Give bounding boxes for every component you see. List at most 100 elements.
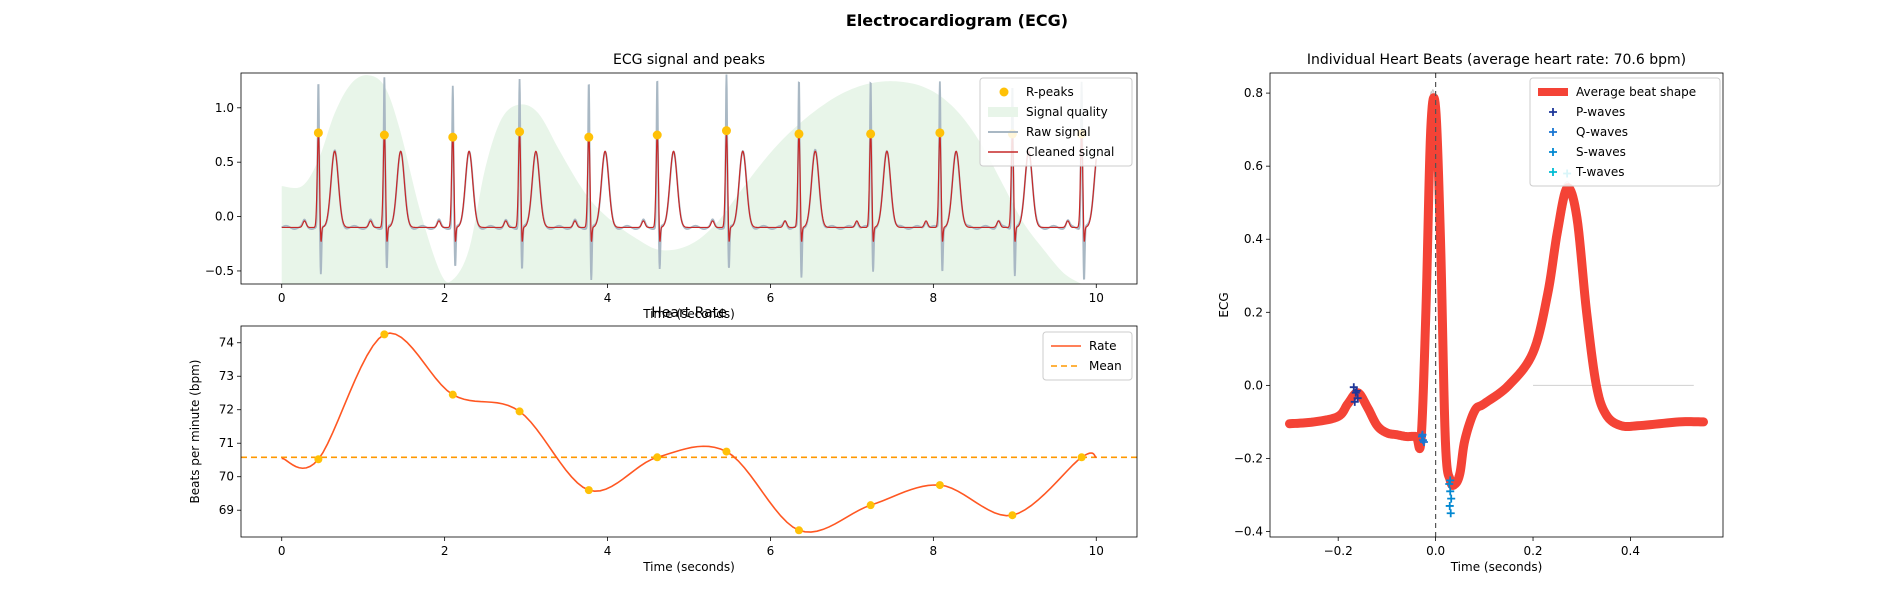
rate-point	[448, 390, 457, 399]
legend-p-waves-swatch	[1549, 108, 1557, 116]
panel-heart-beats: −0.2 0.0 0.2 0.4 −0.4 −0.2 0.0 0.2 0.4 0.6 0.8 Indi…	[1217, 52, 1724, 574]
r-peak-marker	[866, 129, 876, 139]
ecg-ytick-label: −0.5	[205, 264, 234, 278]
beats-xtick-label: 0.0	[1426, 544, 1445, 558]
beats-legend-label: P-waves	[1576, 105, 1625, 119]
rate-point	[1077, 453, 1086, 462]
beats-xtick-label: 0.4	[1621, 544, 1640, 558]
rate-point	[515, 407, 524, 416]
ecg-legend-label: R-peaks	[1026, 85, 1074, 99]
r-peak-marker	[652, 130, 662, 140]
legend-r-peaks-swatch	[999, 87, 1009, 97]
ecg-legend-label: Cleaned signal	[1026, 145, 1114, 159]
rate-point	[584, 486, 593, 495]
ecg-xtick-label: 2	[441, 291, 449, 305]
rate-point	[935, 481, 944, 490]
beats-xlabel: Time (seconds)	[1450, 560, 1543, 574]
rate-ytick-label: 69	[219, 503, 234, 517]
rate-ytick-label: 72	[219, 403, 234, 417]
beats-legend-label: Average beat shape	[1576, 85, 1696, 99]
beats-legend-label: S-waves	[1576, 145, 1626, 159]
rate-ytick-label: 70	[219, 470, 234, 484]
rate-point	[1008, 511, 1017, 520]
rate-point	[866, 501, 875, 510]
r-peak-marker	[515, 127, 525, 137]
s-wave-marker	[1446, 487, 1455, 496]
legend-t-waves-swatch	[1549, 168, 1557, 176]
ecg-ytick-label: 0.0	[215, 210, 234, 224]
rate-xtick-label: 10	[1089, 544, 1104, 558]
s-wave-marker	[1447, 494, 1456, 503]
r-peak-marker	[794, 129, 804, 139]
legend-s-waves-swatch	[1549, 148, 1557, 156]
rate-frame	[240, 325, 1138, 538]
figure-title: Electrocardiogram (ECG)	[846, 11, 1068, 30]
ecg-ytick-label: 1.0	[215, 101, 234, 115]
beats-ytick-label: 0.0	[1244, 378, 1263, 392]
beats-legend-label: T-waves	[1575, 165, 1624, 179]
ecg-legend-label: Signal quality	[1026, 105, 1108, 119]
rate-legend	[1042, 331, 1133, 381]
rate-ytick-label: 71	[219, 436, 234, 450]
beats-legend	[1529, 77, 1721, 187]
rate-ylabel: Beats per minute (bpm)	[188, 360, 202, 504]
beats-frame	[1269, 72, 1724, 538]
beats-ytick-label: 0.4	[1244, 232, 1263, 246]
s-wave-marker	[1445, 501, 1454, 510]
rate-point	[380, 330, 389, 339]
cleaned-signal-line	[281, 133, 1097, 242]
r-peak-marker	[935, 128, 945, 138]
ecg-xtick-label: 10	[1089, 291, 1104, 305]
rate-xtick-label: 2	[441, 544, 449, 558]
ecg-xtick-label: 6	[767, 291, 775, 305]
beats-ylabel: ECG	[1217, 292, 1231, 317]
panel-ecg: 0 2 4 6 8 10 −0.5 0.0 0.5 1.0 ECG signal and peaks…	[205, 52, 1138, 321]
beats-ytick-label: 0.2	[1244, 305, 1263, 319]
rate-line	[281, 332, 1097, 533]
ecg-xtick-label: 8	[930, 291, 938, 305]
beats-ytick-label: −0.2	[1234, 451, 1263, 465]
rate-xtick-label: 4	[604, 544, 612, 558]
s-wave-marker	[1445, 480, 1454, 489]
legend-q-waves-swatch	[1549, 128, 1557, 136]
r-peak-marker	[313, 128, 323, 138]
rate-point	[653, 453, 662, 462]
ecg-legend-label: Raw signal	[1026, 125, 1091, 139]
rate-ytick-label: 74	[219, 336, 234, 350]
legend-signal-quality-swatch	[988, 107, 1018, 117]
rate-legend-label: Rate	[1089, 339, 1117, 353]
beats-title: Individual Heart Beats (average heart ra…	[1307, 52, 1686, 68]
rate-ytick-label: 73	[219, 369, 234, 383]
ecg-xtick-label: 4	[604, 291, 612, 305]
ecg-xtick-label: 0	[278, 291, 286, 305]
r-peak-marker	[721, 126, 731, 136]
signal-quality-area	[281, 75, 1082, 285]
q-wave-marker	[1418, 430, 1427, 439]
rate-point	[722, 447, 731, 456]
beats-xtick-label: 0.2	[1523, 544, 1542, 558]
p-wave-marker	[1350, 397, 1359, 406]
average-beat-line	[1284, 93, 1709, 490]
ecg-frame	[240, 72, 1138, 285]
rate-legend-label: Mean	[1089, 359, 1122, 373]
beats-legend-label: Q-waves	[1576, 125, 1628, 139]
beats-ytick-label: −0.4	[1234, 525, 1263, 539]
rate-xtick-label: 6	[767, 544, 775, 558]
rate-xtick-label: 8	[930, 544, 938, 558]
rate-title: Heart Rate	[651, 305, 727, 321]
q-wave-marker	[1419, 438, 1428, 447]
beats-xtick-label: −0.2	[1324, 544, 1353, 558]
ecg-title: ECG signal and peaks	[613, 52, 765, 68]
rate-xtick-label: 0	[278, 544, 286, 558]
r-peak-marker	[448, 132, 458, 142]
rate-point	[794, 526, 803, 535]
p-wave-marker	[1352, 386, 1361, 395]
s-wave-marker	[1446, 509, 1455, 518]
ecg-legend	[979, 77, 1133, 167]
rate-point	[314, 455, 323, 464]
ecg-ytick-label: 0.5	[215, 155, 234, 169]
ecg-xlabel: Time (seconds)	[642, 307, 735, 321]
r-peak-marker	[584, 132, 594, 142]
